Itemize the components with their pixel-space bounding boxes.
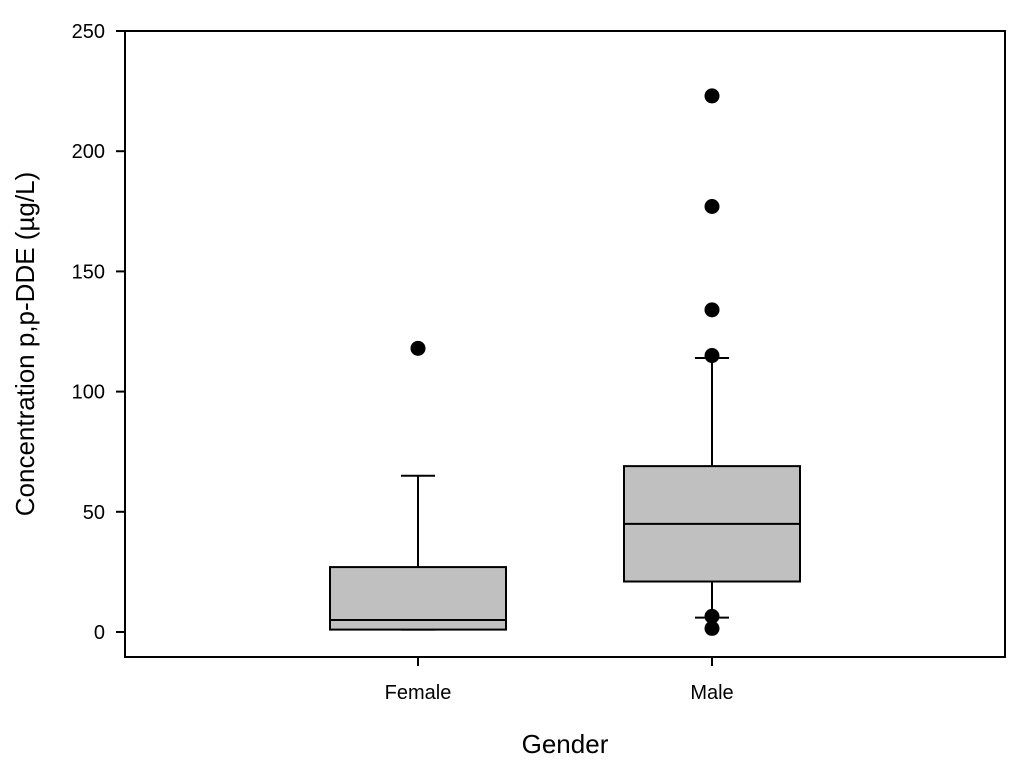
outlier-point-male-2 bbox=[704, 302, 720, 318]
outlier-point-female-0 bbox=[410, 340, 426, 356]
box-female bbox=[329, 474, 507, 631]
x-axis: Female Male bbox=[385, 657, 734, 704]
y-tick-label-250: 250 bbox=[72, 21, 105, 43]
outlier-point-male-3 bbox=[704, 348, 720, 364]
x-axis-title: Gender bbox=[522, 729, 609, 759]
outlier-point-male-0 bbox=[704, 88, 720, 104]
boxes-layer bbox=[329, 356, 801, 631]
y-tick-label-100: 100 bbox=[72, 382, 105, 404]
y-tick-label-0: 0 bbox=[94, 622, 105, 644]
outlier-point-male-4 bbox=[704, 608, 720, 624]
outliers-layer bbox=[410, 88, 720, 636]
plot-frame bbox=[124, 30, 1006, 658]
outlier-point-male-5 bbox=[704, 620, 720, 636]
x-tick-label-female: Female bbox=[385, 682, 452, 704]
box-male bbox=[623, 356, 801, 619]
x-tick-label-male: Male bbox=[690, 682, 733, 704]
y-tick-label-50: 50 bbox=[83, 502, 105, 524]
y-axis: 0 50 100 150 200 250 bbox=[72, 21, 125, 644]
y-tick-label-150: 150 bbox=[72, 261, 105, 283]
y-axis-title: Concentration p,p-DDE (µg/L) bbox=[10, 172, 40, 516]
outlier-point-male-1 bbox=[704, 198, 720, 214]
y-tick-label-200: 200 bbox=[72, 141, 105, 163]
